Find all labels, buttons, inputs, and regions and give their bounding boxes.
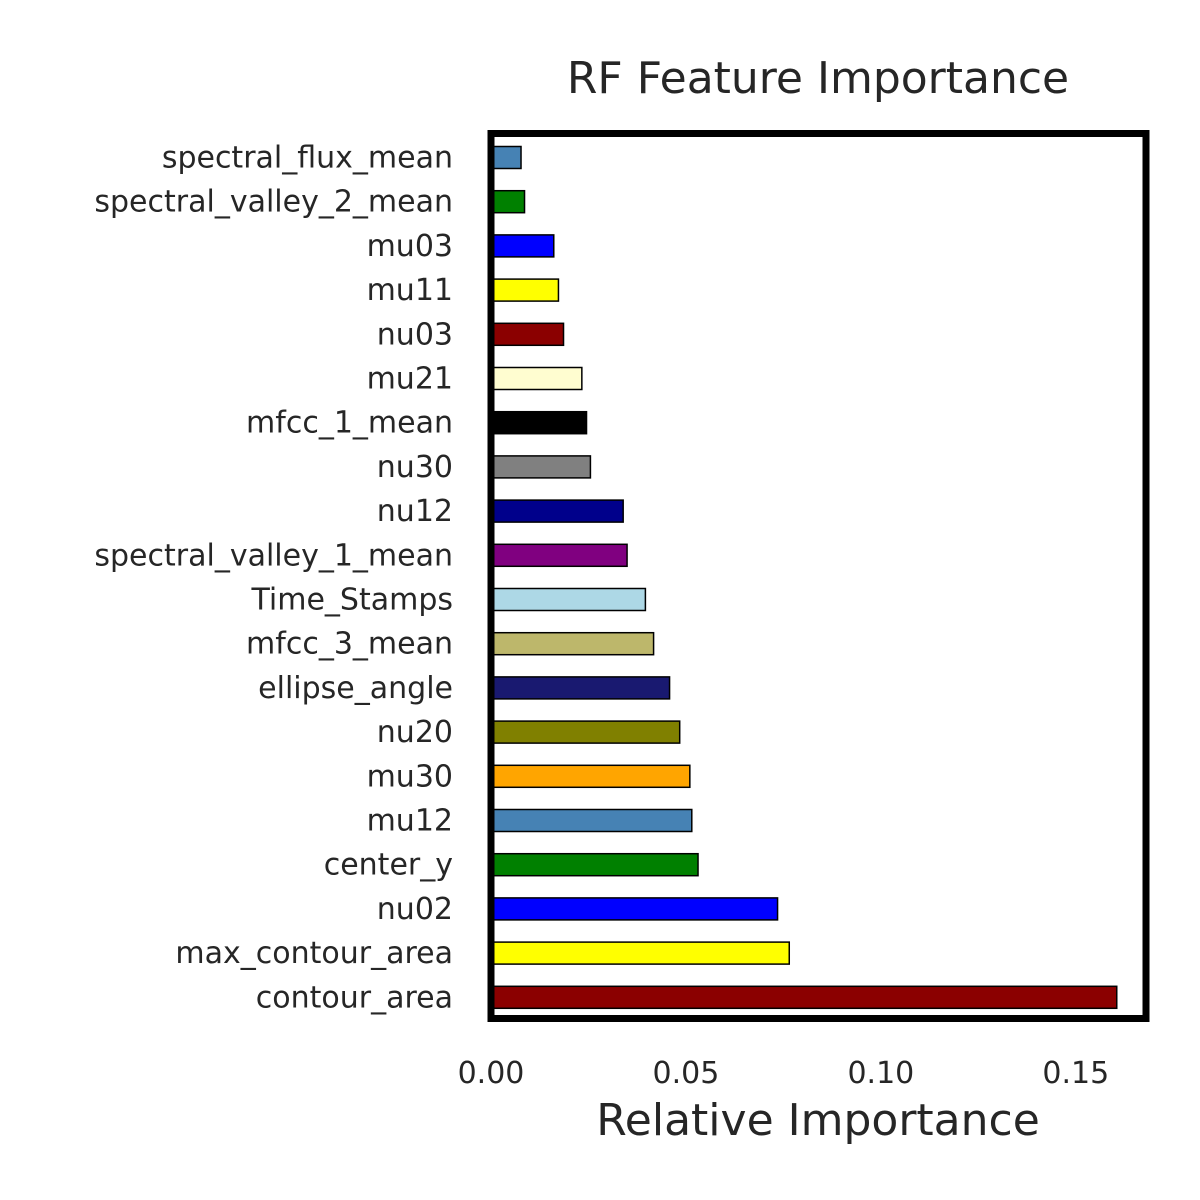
bar-mfcc-3-mean [490, 631, 655, 656]
category-label: spectral_valley_1_mean [94, 538, 453, 573]
bar-mu03 [490, 234, 555, 258]
category-label: nu12 [377, 494, 453, 529]
category-label: mfcc_3_mean [246, 627, 453, 662]
plot-frame [487, 130, 1150, 1022]
category-label: center_y [324, 848, 453, 883]
bar-contour-area [490, 985, 1118, 1010]
bar-time-stamps [490, 587, 647, 612]
x-tick-label: 0.05 [653, 1056, 720, 1091]
bar-mu21 [490, 366, 583, 391]
category-label: contour_area [256, 980, 453, 1015]
x-tick-labels: 0.00 0.05 0.10 0.15 [458, 1056, 1110, 1091]
category-label: nu20 [377, 715, 453, 750]
category-label: mu03 [367, 229, 453, 264]
category-label: mfcc_1_mean [246, 406, 453, 441]
category-labels: spectral_flux_mean spectral_valley_2_mean… [94, 141, 453, 1016]
x-tick-label: 0.00 [458, 1056, 525, 1091]
bar-mfcc-1-mean [490, 410, 588, 435]
category-label: mu30 [367, 759, 453, 794]
bar-spectral-flux-mean [490, 145, 522, 170]
bar-mu12 [490, 808, 693, 833]
category-label: mu12 [367, 804, 453, 839]
category-label: spectral_valley_2_mean [94, 185, 453, 220]
bar-ellipse-angle [490, 676, 671, 700]
chart-title: RF Feature Importance [567, 53, 1069, 104]
category-label: max_contour_area [175, 936, 453, 971]
bar-nu03 [490, 322, 565, 347]
category-label: mu11 [367, 273, 453, 308]
category-label: nu03 [377, 317, 453, 352]
x-tick-label: 0.15 [1042, 1056, 1109, 1091]
bar-mu30 [490, 764, 691, 789]
category-label: nu30 [377, 450, 453, 485]
bar-nu12 [490, 499, 624, 523]
bars-layer [490, 145, 1118, 1010]
category-label: mu21 [367, 362, 453, 397]
category-label: nu02 [377, 892, 453, 927]
x-tick-label: 0.10 [847, 1056, 914, 1091]
category-label: ellipse_angle [258, 671, 453, 706]
x-axis-label: Relative Importance [596, 1095, 1040, 1146]
category-label: Time_Stamps [250, 583, 453, 618]
bar-spectral-valley-2-mean [490, 189, 526, 214]
bar-nu02 [490, 897, 779, 921]
category-label: spectral_flux_mean [162, 141, 453, 176]
bar-max-contour-area [490, 941, 791, 965]
bar-nu30 [490, 455, 592, 479]
bar-nu20 [490, 720, 681, 744]
bar-center-y [490, 852, 699, 877]
bar-mu11 [490, 278, 560, 302]
bar-spectral-valley-1-mean [490, 543, 628, 568]
